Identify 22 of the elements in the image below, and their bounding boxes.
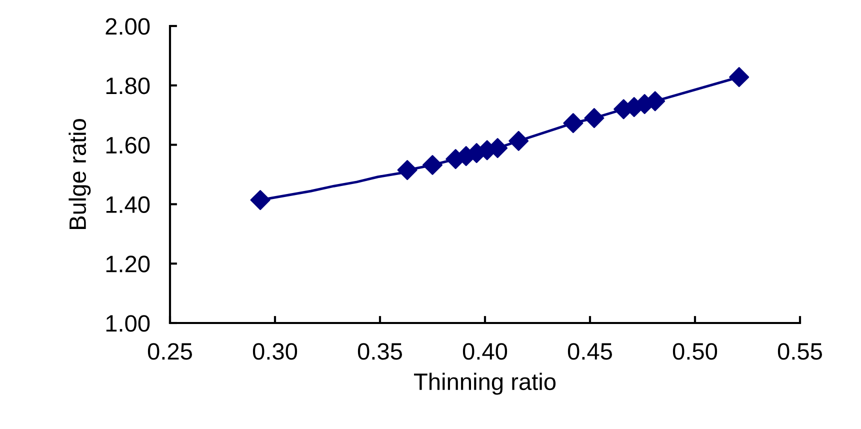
x-tick-label: 0.35 xyxy=(358,343,402,360)
x-tick-label: 0.45 xyxy=(568,343,612,360)
point xyxy=(508,130,529,151)
y-tick-label: 1.60 xyxy=(106,136,150,154)
y-tick-label: 2.00 xyxy=(106,18,150,35)
y-axis-title: Bulge ratio xyxy=(68,119,91,229)
y-tick-label: 1.00 xyxy=(106,315,150,332)
x-axis-title: Thinning ratio xyxy=(414,372,556,395)
x-tick-label: 0.40 xyxy=(462,343,508,360)
point xyxy=(422,154,443,176)
x-tick-label: 0.55 xyxy=(778,343,822,360)
point xyxy=(563,113,584,134)
point xyxy=(397,160,418,180)
point xyxy=(729,67,750,88)
point xyxy=(584,108,604,128)
y-tick-label: 1.80 xyxy=(106,77,150,94)
y-tick-label: 1.40 xyxy=(106,196,150,213)
x-tick-label: 0.50 xyxy=(672,343,718,360)
y-tick-label: 1.20 xyxy=(106,256,150,272)
point xyxy=(250,190,270,210)
x-tick-label: 0.30 xyxy=(252,343,298,360)
x-tick-label: 0.25 xyxy=(148,343,192,360)
